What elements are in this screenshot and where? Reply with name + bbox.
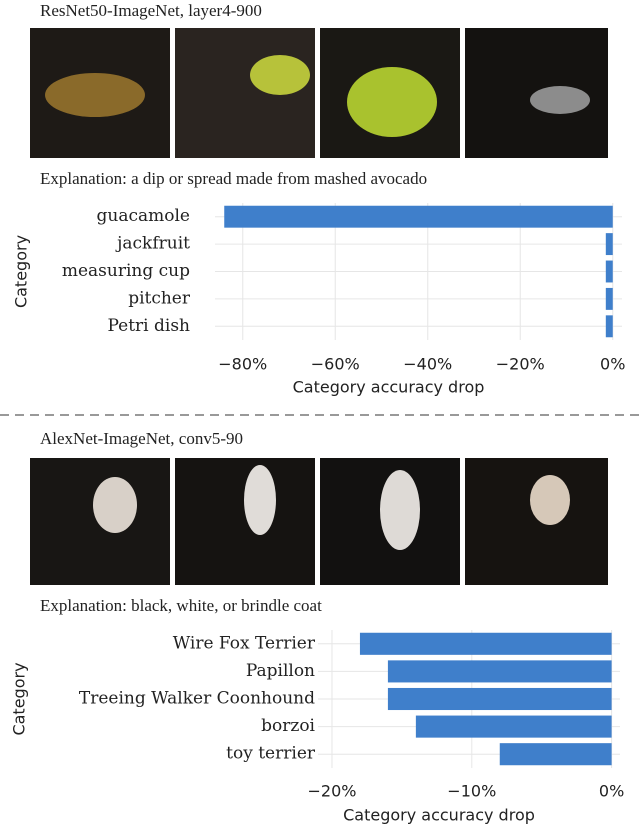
bar <box>387 687 612 711</box>
panel-title: ResNet50-ImageNet, layer4-900 <box>40 1 262 20</box>
explanation: Explanation: black, white, or brindle co… <box>40 596 322 615</box>
x-tick-label: −40% <box>403 355 452 374</box>
y-tick-label: borzoi <box>261 716 315 736</box>
y-tick-label: guacamole <box>97 206 190 226</box>
bar <box>605 233 613 256</box>
bar <box>224 205 613 228</box>
y-tick-label: jackfruit <box>115 234 190 254</box>
y-tick-label: Treeing Walker Coonhound <box>79 689 315 709</box>
x-tick-label: 0% <box>599 782 624 801</box>
bar <box>359 632 612 655</box>
x-tick-label: −20% <box>496 355 545 374</box>
y-axis-label: Category <box>10 662 29 735</box>
x-tick-label: −80% <box>218 355 267 374</box>
bar <box>605 260 613 283</box>
panel-title: AlexNet-ImageNet, conv5-90 <box>40 429 243 448</box>
explanation: Explanation: a dip or spread made from m… <box>40 169 427 188</box>
image-row-2 <box>30 458 608 585</box>
x-tick-label: −20% <box>307 782 356 801</box>
y-tick-label: toy terrier <box>226 744 316 764</box>
bar <box>387 660 612 683</box>
x-tick-label: 0% <box>600 355 625 374</box>
x-axis-label: Category accuracy drop <box>293 378 485 397</box>
y-tick-label: Petri dish <box>107 316 190 336</box>
x-tick-label: −10% <box>447 782 496 801</box>
y-axis-label: Category <box>12 235 31 308</box>
x-axis-label: Category accuracy drop <box>343 806 535 825</box>
bar <box>605 315 613 338</box>
y-tick-label: measuring cup <box>62 261 190 281</box>
image-row-1 <box>30 28 608 158</box>
bar <box>415 715 612 738</box>
y-tick-label: Papillon <box>246 661 315 681</box>
x-tick-label: −60% <box>311 355 360 374</box>
y-tick-label: pitcher <box>128 288 191 308</box>
bar <box>605 287 613 310</box>
bar <box>499 743 612 766</box>
y-tick-label: Wire Fox Terrier <box>173 633 316 653</box>
